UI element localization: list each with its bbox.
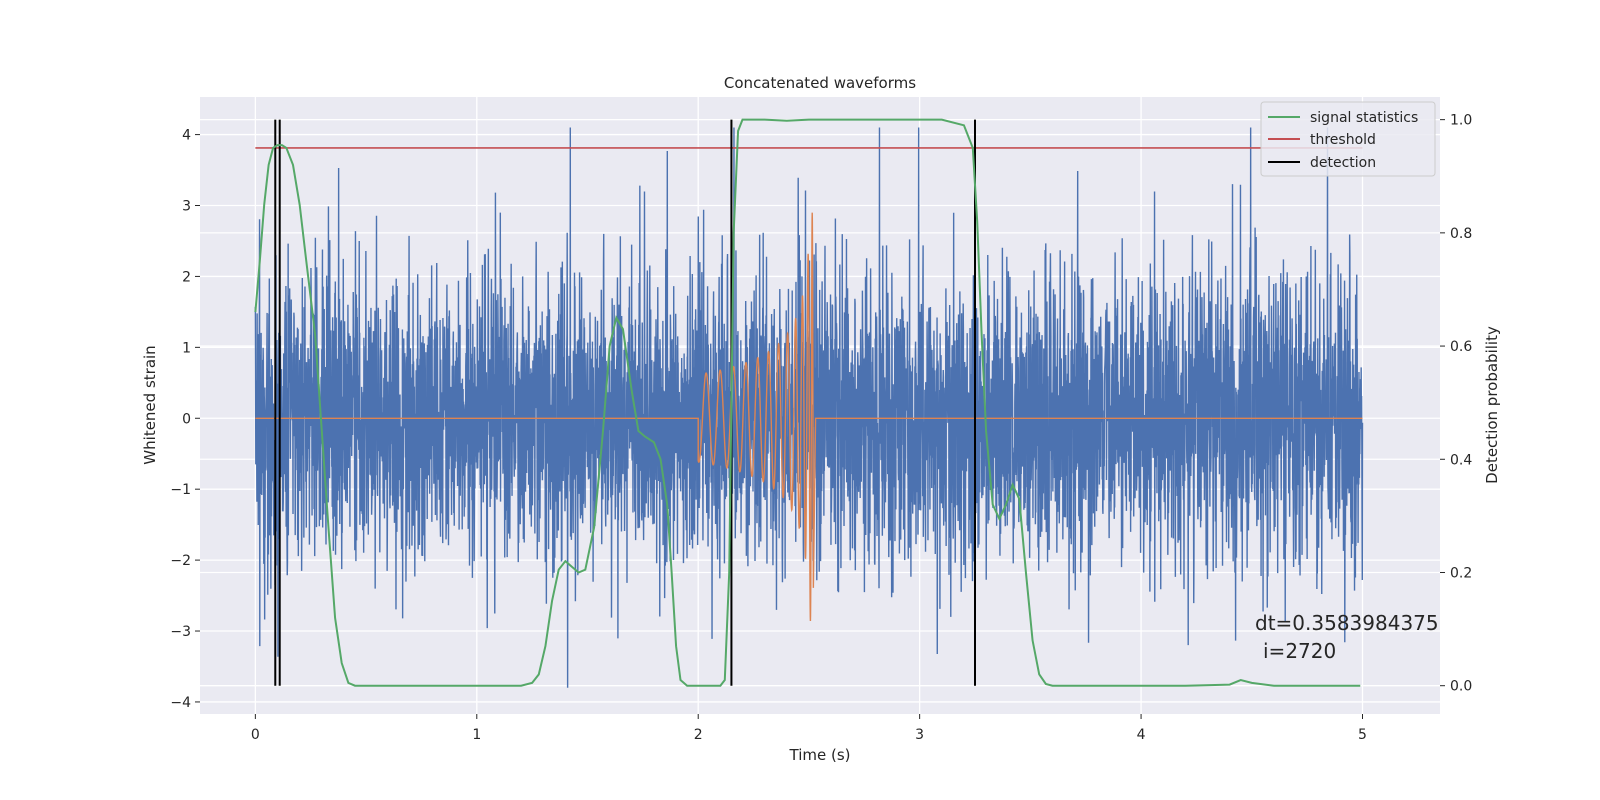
y2-tick-label: 1.0 [1450,113,1472,129]
signal-statistics-line [254,118,1361,687]
y-tick-label: −2 [170,553,191,569]
annotation-dt: dt=0.3583984375 [1255,611,1439,635]
annotation-i: i=2720 [1263,639,1336,663]
x-tick-label: 1 [472,727,481,743]
legend-label-detection: detection [1310,155,1376,171]
y-tick-label: 4 [182,128,191,144]
y-tick-label: 1 [182,340,191,356]
y2-tick-label: 0.2 [1450,565,1472,581]
y2-axis-ticks: 0.0 0.2 0.4 0.6 0.8 1.0 [1440,113,1472,695]
legend-label-signal-statistics: signal statistics [1310,110,1418,126]
x-tick-label: 4 [1137,727,1146,743]
y-tick-label: −3 [170,624,191,640]
y-tick-label: 0 [182,411,191,427]
y-tick-label: −4 [170,695,191,711]
y2-tick-label: 0.6 [1450,339,1472,355]
x-axis-ticks: 0 1 2 3 4 5 [251,714,1367,743]
y-tick-label: −1 [170,482,191,498]
x-tick-label: 2 [694,727,703,743]
legend-label-threshold: threshold [1310,132,1376,148]
y-axis-ticks: −4 −3 −2 −1 0 1 2 3 4 [170,128,200,711]
y2-axis-title: Detection probability [1483,326,1501,484]
y2-tick-label: 0.0 [1450,679,1472,695]
y-tick-label: 2 [182,269,191,285]
legend-box [1260,101,1436,177]
legend: signal statistics threshold detection [1260,101,1436,177]
x-tick-label: 3 [915,727,924,743]
y2-tick-label: 0.8 [1450,226,1472,242]
injection-series-line [255,212,1363,622]
x-tick-label: 5 [1358,727,1367,743]
y-tick-label: 3 [182,199,191,215]
x-tick-label: 0 [251,727,260,743]
chart-title: Concatenated waveforms [724,74,916,92]
x-axis-title: Time (s) [789,746,851,764]
y-axis-title: Whitened strain [141,345,159,464]
y2-tick-label: 0.4 [1450,452,1472,468]
